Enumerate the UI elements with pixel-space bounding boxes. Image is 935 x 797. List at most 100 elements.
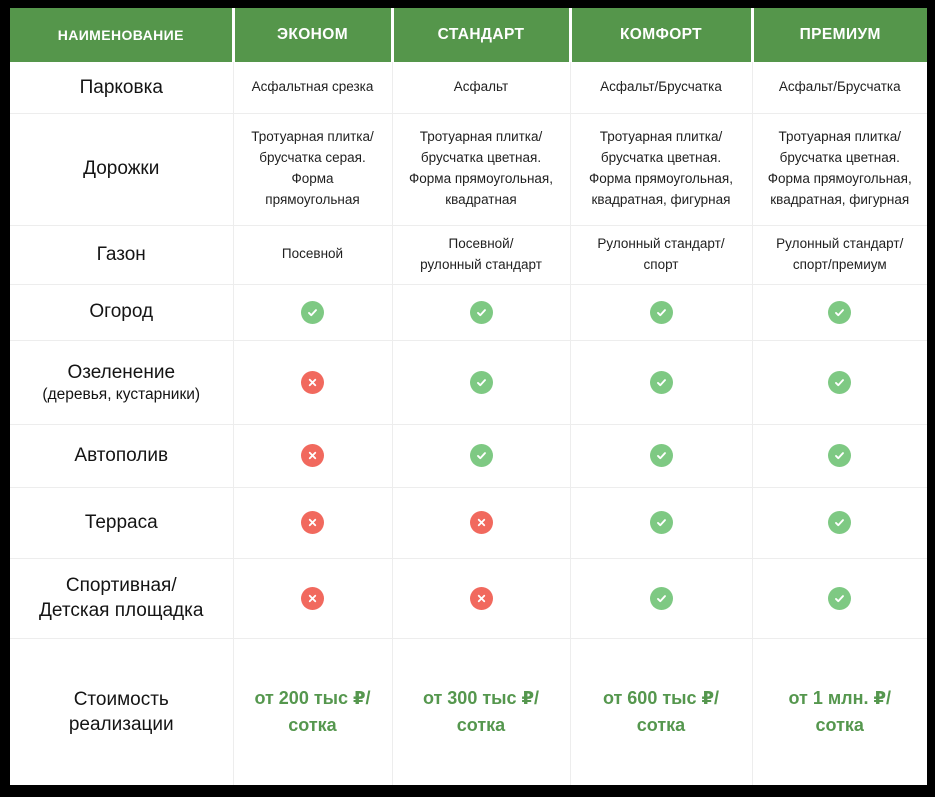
row-label: Газон — [96, 243, 146, 265]
row-label: Спортивная/ Детская площадка — [39, 574, 204, 621]
price-cell: от 600 тыс ₽/ сотка — [569, 637, 752, 785]
check-cell — [391, 283, 570, 340]
feature-text: Асфальтная срезка — [251, 78, 374, 94]
check-icon — [301, 300, 324, 324]
feature-text-cell: Тротуарная плитка/ брусчатка цветная. Фо… — [751, 112, 927, 225]
feature-text-cell: Асфальтная срезка — [232, 62, 392, 113]
cross-icon — [301, 586, 324, 610]
table-row: Спортивная/ Детская площадка — [10, 557, 927, 638]
comparison-table-card: НАИМЕНОВАНИЕ ЭКОНОМ СТАНДАРТ КОМФОРТ ПРЕ… — [10, 8, 927, 785]
cross-icon — [301, 370, 324, 394]
check-icon — [649, 300, 673, 324]
row-name-cell: Огород — [10, 283, 233, 340]
feature-text: Тротуарная плитка/ брусчатка цветная. Фо… — [589, 129, 733, 207]
check-cell — [751, 339, 927, 424]
comparison-table: НАИМЕНОВАНИЕ ЭКОНОМ СТАНДАРТ КОМФОРТ ПРЕ… — [10, 8, 927, 785]
feature-text-cell: Асфальт/Брусчатка — [569, 62, 752, 113]
feature-text: Посевной — [281, 246, 344, 262]
feature-text: Рулонный стандарт/ спорт — [597, 235, 725, 272]
row-name-cell: Терраса — [10, 486, 233, 558]
check-cell — [391, 423, 570, 487]
column-header-econom: ЭКОНОМ — [231, 8, 392, 62]
check-icon — [828, 511, 852, 534]
feature-text-cell: Рулонный стандарт/ спорт/премиум — [751, 224, 927, 284]
row-name-cell: Озеленение (деревья, кустарники) — [10, 339, 233, 424]
check-icon — [828, 300, 852, 324]
price-text: от 600 тыс ₽/ сотка — [602, 687, 720, 735]
row-name-cell: Стоимость реализации — [10, 637, 233, 785]
price-cell: от 1 млн. ₽/ сотка — [751, 637, 927, 785]
row-label: Терраса — [84, 511, 158, 533]
check-icon — [469, 370, 493, 394]
row-label: Дорожки — [83, 158, 160, 180]
check-cell — [569, 339, 752, 424]
cross-icon — [469, 511, 493, 534]
table-row: Газон Посевной Посевной/ рулонный стандарт… — [10, 224, 927, 284]
check-icon — [649, 586, 673, 610]
check-icon — [828, 444, 852, 467]
price-text: от 300 тыс ₽/ сотка — [422, 687, 540, 735]
price-text: от 200 тыс ₽/ сотка — [254, 687, 371, 735]
row-sublabel: (деревья, кустарники) — [42, 386, 201, 404]
row-label: Огород — [89, 301, 154, 323]
feature-text-cell: Посевной — [232, 224, 392, 284]
feature-text: Посевной/ рулонный стандарт — [420, 235, 542, 272]
check-cell — [569, 557, 752, 638]
check-cell — [232, 283, 392, 340]
feature-text-cell: Тротуарная плитка/ брусчатка серая. Форм… — [232, 112, 392, 225]
feature-text: Тротуарная плитка/ брусчатка цветная. Фо… — [767, 129, 912, 207]
check-cell — [391, 339, 570, 424]
check-cell — [751, 557, 927, 638]
column-header-premium: ПРЕМИУМ — [750, 8, 927, 62]
feature-text-cell: Тротуарная плитка/ брусчатка цветная. Фо… — [391, 112, 570, 225]
feature-text-cell: Асфальт — [391, 62, 570, 113]
feature-text: Асфальт/Брусчатка — [600, 78, 722, 94]
cross-icon — [301, 511, 324, 534]
check-cell — [569, 486, 752, 558]
feature-text: Асфальт/Брусчатка — [778, 78, 901, 94]
check-icon — [649, 444, 673, 467]
feature-text-cell: Асфальт/Брусчатка — [751, 62, 927, 113]
row-label: Автополив — [74, 444, 169, 466]
cross-icon — [469, 586, 493, 610]
feature-text: Асфальт — [453, 78, 509, 94]
check-icon — [828, 586, 852, 610]
feature-text: Рулонный стандарт/ спорт/премиум — [776, 235, 904, 272]
price-cell: от 300 тыс ₽/ сотка — [391, 637, 570, 785]
row-name-cell: Дорожки — [10, 112, 233, 225]
cross-cell — [232, 339, 392, 424]
table-body: Парковка Асфальтная срезка Асфальт Асфальт/… — [10, 62, 927, 785]
row-name-cell: Газон — [10, 224, 233, 284]
feature-text-cell: Рулонный стандарт/ спорт — [569, 224, 752, 284]
check-icon — [649, 370, 673, 394]
check-cell — [751, 423, 927, 487]
feature-text-cell: Тротуарная плитка/ брусчатка цветная. Фо… — [569, 112, 752, 225]
check-icon — [649, 511, 673, 534]
table-row: Автополив — [10, 423, 927, 487]
row-name-cell: Спортивная/ Детская площадка — [10, 557, 233, 638]
check-cell — [569, 423, 752, 487]
table-row: Терраса — [10, 486, 927, 558]
row-name-cell: Парковка — [10, 62, 233, 113]
check-cell — [569, 283, 752, 340]
price-cell: от 200 тыс ₽/ сотка — [232, 637, 392, 785]
row-label: Парковка — [79, 76, 163, 98]
column-header-standart: СТАНДАРТ — [390, 8, 570, 62]
row-name-cell: Автополив — [10, 423, 233, 487]
table-header-row: НАИМЕНОВАНИЕ ЭКОНОМ СТАНДАРТ КОМФОРТ ПРЕ… — [10, 8, 927, 62]
feature-text: Тротуарная плитка/ брусчатка цветная. Фо… — [409, 129, 553, 207]
table-row: Озеленение (деревья, кустарники) — [10, 339, 927, 424]
row-label: Озеленение — [67, 361, 176, 383]
table-row: Дорожки Тротуарная плитка/ брусчатка сера… — [10, 112, 927, 225]
cross-cell — [232, 486, 392, 558]
check-icon — [469, 300, 493, 324]
check-icon — [469, 444, 493, 467]
check-cell — [751, 283, 927, 340]
price-text: от 1 млн. ₽/ сотка — [788, 687, 892, 735]
cross-cell — [232, 423, 392, 487]
check-icon — [828, 370, 852, 394]
column-header-komfort: КОМФОРТ — [568, 8, 752, 62]
feature-text: Тротуарная плитка/ брусчатка серая. Форм… — [251, 129, 374, 207]
table-row: Парковка Асфальтная срезка Асфальт Асфальт/… — [10, 62, 927, 113]
feature-text-cell: Посевной/ рулонный стандарт — [391, 224, 570, 284]
